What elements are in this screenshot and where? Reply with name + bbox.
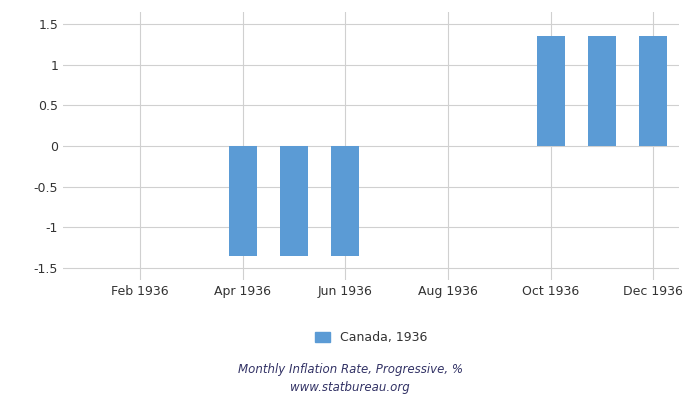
- Bar: [639, 36, 667, 146]
- Bar: [331, 146, 360, 256]
- Bar: [228, 146, 257, 256]
- Bar: [536, 36, 565, 146]
- Text: www.statbureau.org: www.statbureau.org: [290, 382, 410, 394]
- Text: Monthly Inflation Rate, Progressive, %: Monthly Inflation Rate, Progressive, %: [237, 364, 463, 376]
- Legend: Canada, 1936: Canada, 1936: [310, 326, 432, 350]
- Bar: [280, 146, 308, 256]
- Bar: [588, 36, 616, 146]
